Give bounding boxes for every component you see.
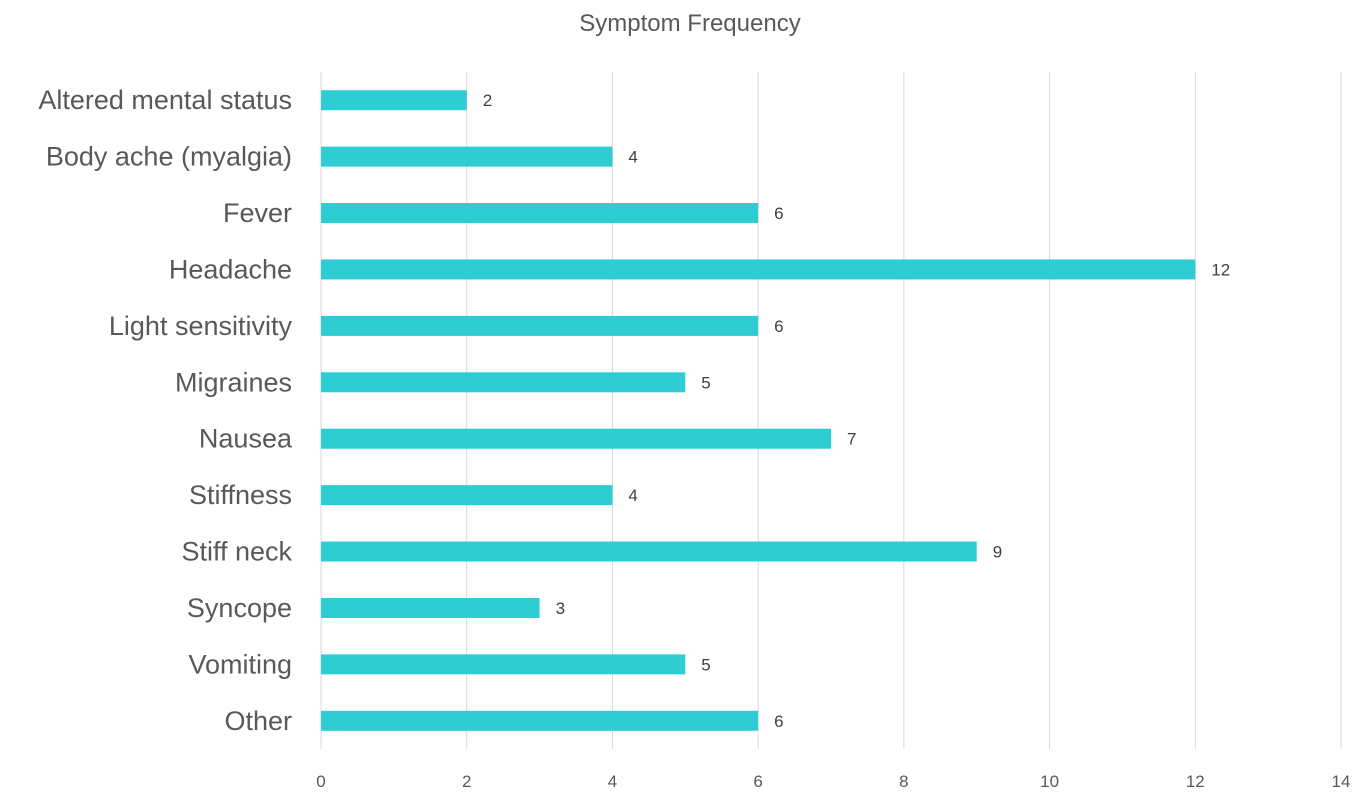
bar: [321, 146, 613, 167]
data-labels: 2 4 6 12 6 5 7 4 9 3 5 6: [483, 91, 1230, 731]
bar: [321, 90, 467, 111]
x-axis-tick-labels: 0 2 4 6 8 10 12 14: [316, 772, 1350, 791]
category-label: Stiff neck: [181, 537, 292, 567]
data-label: 2: [483, 91, 492, 110]
bar: [321, 597, 540, 618]
gridlines: [320, 72, 1342, 749]
bar: [321, 315, 759, 336]
category-label: Fever: [223, 198, 292, 228]
category-label: Headache: [169, 254, 292, 284]
data-label: 6: [774, 204, 783, 223]
category-label: Stiffness: [189, 480, 292, 510]
x-tick-label: 4: [608, 772, 617, 791]
data-label: 6: [774, 712, 783, 731]
bars: [321, 90, 1196, 731]
data-label: 6: [774, 317, 783, 336]
data-label: 5: [701, 655, 710, 674]
data-label: 5: [701, 373, 710, 392]
category-label: Other: [224, 706, 292, 736]
category-labels: Altered mental status Body ache (myalgia)…: [38, 85, 293, 736]
bar: [321, 485, 613, 506]
bar: [321, 654, 686, 675]
bar: [321, 372, 686, 393]
bar: [321, 259, 1196, 280]
category-label: Light sensitivity: [109, 311, 293, 341]
data-label: 12: [1211, 260, 1230, 279]
x-tick-label: 14: [1332, 772, 1351, 791]
x-tick-label: 12: [1186, 772, 1205, 791]
bar: [321, 541, 977, 562]
data-label: 4: [628, 148, 637, 167]
bar: [321, 428, 831, 449]
x-tick-label: 2: [462, 772, 471, 791]
category-label: Migraines: [175, 367, 292, 397]
data-label: 3: [556, 599, 565, 618]
data-label: 7: [847, 430, 856, 449]
chart-title: Symptom Frequency: [579, 10, 801, 37]
x-tick-label: 10: [1040, 772, 1059, 791]
category-label: Syncope: [187, 593, 292, 623]
bar: [321, 710, 759, 731]
x-tick-label: 8: [899, 772, 908, 791]
data-label: 4: [628, 486, 637, 505]
category-label: Vomiting: [188, 649, 292, 679]
data-label: 9: [993, 543, 1002, 562]
category-label: Body ache (myalgia): [46, 142, 292, 172]
bar: [321, 203, 759, 224]
category-label: Altered mental status: [38, 85, 292, 115]
category-label: Nausea: [199, 424, 293, 454]
x-tick-label: 0: [316, 772, 325, 791]
x-tick-label: 6: [753, 772, 762, 791]
